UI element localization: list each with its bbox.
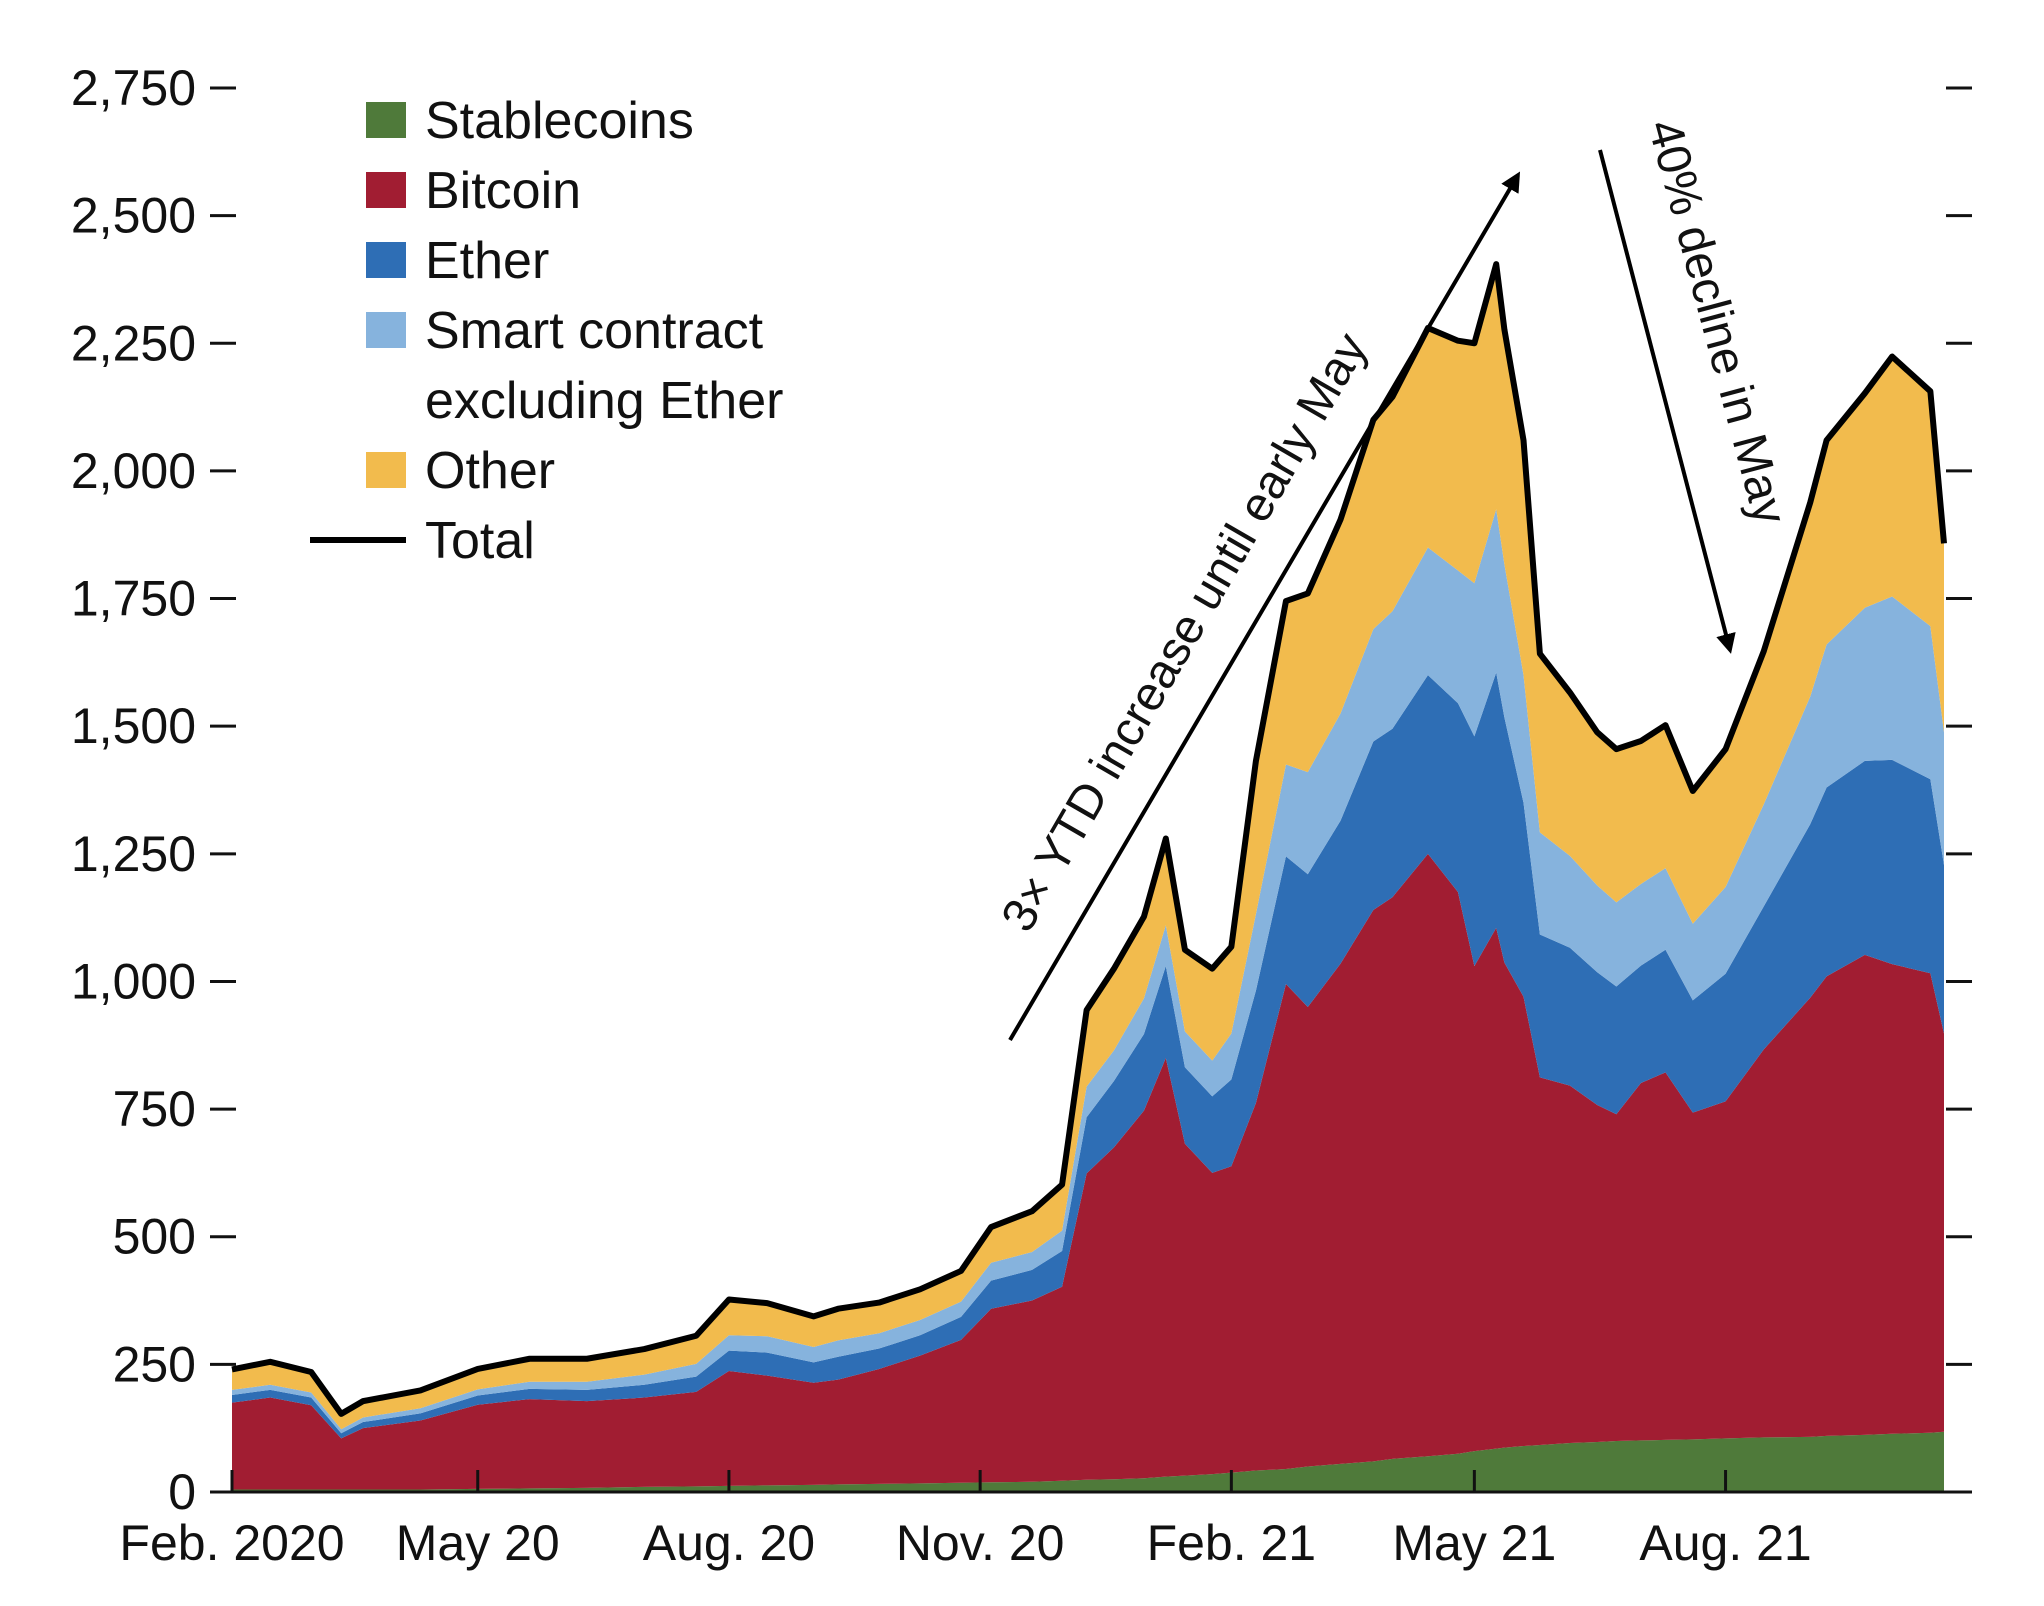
y-tick-label: 2,750 <box>71 60 196 116</box>
y-tick-label: 0 <box>168 1464 196 1520</box>
decline-arrow <box>1598 149 1736 654</box>
y-tick-label: 1,750 <box>71 571 196 627</box>
legend-label-stablecoins: Stablecoins <box>425 92 694 150</box>
legend-swatch-bitcoin <box>366 172 406 208</box>
x-tick-label: Aug. 21 <box>1639 1515 1811 1571</box>
x-tick-label: Feb. 21 <box>1147 1515 1317 1571</box>
x-axis: Feb. 2020 May 20 Aug. 20 Nov. 20 Feb. 21 May … <box>119 1470 1812 1571</box>
legend-label-bitcoin: Bitcoin <box>425 162 581 220</box>
x-tick-label: Aug. 20 <box>643 1515 815 1571</box>
area-stablecoins <box>232 1431 1944 1492</box>
y-tick-label: 1,250 <box>71 826 196 882</box>
y-tick-label: 2,500 <box>71 188 196 244</box>
y-tick-label: 250 <box>113 1336 196 1392</box>
y-tick-label: 2,250 <box>71 315 196 371</box>
legend-swatch-ether <box>366 242 406 278</box>
legend-label-ether: Ether <box>425 232 549 290</box>
x-tick-label: Nov. 20 <box>896 1515 1065 1571</box>
legend-label-total: Total <box>425 512 535 570</box>
legend-swatch-smart-contract <box>366 312 406 348</box>
x-tick-label: May 20 <box>396 1515 560 1571</box>
total-line <box>231 261 1947 1417</box>
legend-label-smart-contract-line2: excluding Ether <box>425 372 783 430</box>
area-smart-contract-excluding-ether <box>232 509 1944 1434</box>
stacked-areas <box>232 264 1944 1492</box>
x-tick-label: Feb. 2020 <box>119 1515 344 1571</box>
area-other <box>232 264 1944 1430</box>
y-tick-label: 2,000 <box>71 443 196 499</box>
area-ether <box>232 672 1944 1439</box>
y-tick-label: 1,500 <box>71 698 196 754</box>
y-tick-label: 500 <box>113 1209 196 1265</box>
legend-swatch-stablecoins <box>366 102 406 138</box>
x-tick-label: May 21 <box>1392 1515 1556 1571</box>
legend-label-other: Other <box>425 442 555 500</box>
increase-arrow <box>1008 171 1521 1042</box>
decline-annotation: 40% decline in May <box>1637 114 1796 530</box>
y-axis-left: 0 250 500 750 1,000 1,250 1,500 1,750 2,000 2,250… <box>71 60 236 1520</box>
y-tick-label: 1,000 <box>71 953 196 1009</box>
y-axis-right <box>1946 86 1972 1494</box>
legend-label-smart-contract: Smart contract <box>425 302 764 360</box>
legend: Stablecoins Bitcoin Ether Smart contract… <box>310 92 783 570</box>
area-bitcoin <box>232 853 1944 1490</box>
y-tick-label: 750 <box>113 1081 196 1137</box>
legend-swatch-other <box>366 452 406 488</box>
